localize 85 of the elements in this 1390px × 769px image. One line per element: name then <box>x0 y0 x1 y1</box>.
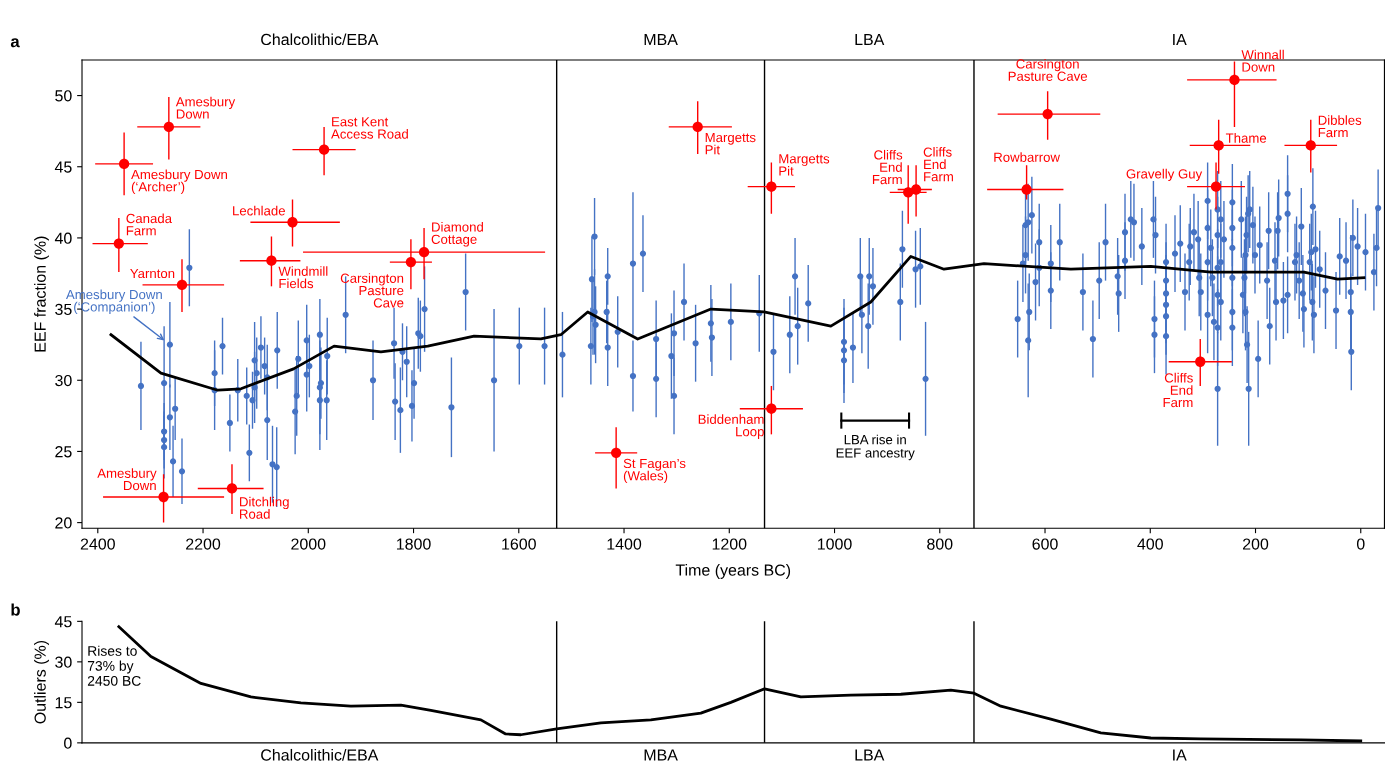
annotation: Carsington Pasture Cave <box>340 273 404 308</box>
x-tick-label: 400 <box>1137 538 1163 550</box>
point <box>1229 74 1240 86</box>
annotation: Rowbarrow <box>994 152 1060 162</box>
y-tick-label: 20 <box>55 517 72 529</box>
x-tick-label: 1200 <box>712 538 747 550</box>
text: Chalcolithic/EBA <box>261 33 379 46</box>
point <box>692 121 703 133</box>
y-tick-label: 0 <box>64 737 72 749</box>
point <box>1305 140 1316 151</box>
point <box>287 217 298 228</box>
text: IA <box>1173 749 1187 761</box>
point <box>176 279 188 291</box>
y-axis-title: Outliers (%) <box>34 640 49 724</box>
text: Chalcolithic/EBA <box>261 748 379 761</box>
x-tick-label: 200 <box>1242 538 1269 550</box>
point <box>1213 140 1224 151</box>
x-tick-label: 600 <box>1032 538 1058 550</box>
annotation: Cliffs End Farm <box>923 147 953 182</box>
point <box>226 483 238 494</box>
annotation: Carsington Pasture Cave <box>1008 58 1088 81</box>
point <box>766 403 777 414</box>
x-tick-label: 0 <box>1356 538 1365 550</box>
annotation: Amesbury Down <box>175 96 236 119</box>
x-tick-label: 2400 <box>80 538 115 550</box>
point <box>318 144 330 155</box>
text: IA <box>1173 33 1187 45</box>
y-tick-label: 45 <box>54 161 72 173</box>
point <box>766 181 777 192</box>
point <box>266 255 277 266</box>
annotation: Rises to 73% by 2450 BC <box>87 645 141 686</box>
text: MBA <box>644 33 678 45</box>
text: a <box>10 38 20 48</box>
annotation: Diamond Cottage <box>431 222 483 247</box>
point <box>910 184 922 195</box>
annotation: Margetts Pit <box>779 154 830 176</box>
point <box>163 121 174 133</box>
x-tick-label: 2200 <box>186 538 221 550</box>
annotation: St Fagan’s (Wales) <box>623 458 686 484</box>
point <box>113 238 124 249</box>
x-tick-label: 2000 <box>291 538 326 550</box>
annotation: Cliffs End Farm <box>872 149 903 185</box>
annotation: Windmill Fields <box>278 266 328 289</box>
point <box>610 447 622 459</box>
point <box>1210 181 1222 192</box>
x-tick-label: 800 <box>927 538 953 550</box>
text: LBA <box>855 749 885 761</box>
annotation: Lechlade <box>233 205 285 216</box>
annotation: Yarnton <box>130 268 175 279</box>
annotation: Thame <box>1225 133 1267 143</box>
point <box>1021 184 1032 195</box>
x-tick-label: 1400 <box>607 538 642 550</box>
annotation: Cliffs End Farm <box>1163 372 1193 408</box>
point <box>405 256 417 268</box>
annotation: Gravelly Guy <box>1126 168 1203 182</box>
annotation: Biddenham Loop <box>698 414 764 439</box>
annotation: Amesbury Down (‘Archer’) <box>131 169 227 195</box>
point <box>1195 356 1206 367</box>
text: b <box>11 603 20 616</box>
y-tick-label: 50 <box>55 90 72 102</box>
point <box>118 158 130 170</box>
x-axis-title: Time (years BC) <box>675 564 791 579</box>
x-tick-label: 1800 <box>396 538 431 550</box>
text: LBA <box>855 33 885 45</box>
annotation: Amesbury Down <box>97 468 157 491</box>
y-axis-title: EEF fraction (%) <box>34 236 49 352</box>
annotation: East Kent Access Road <box>331 117 408 139</box>
y-tick-label: 35 <box>55 303 72 316</box>
annotation: Canada Farm <box>126 213 173 236</box>
annotation: Winnall Down <box>1241 49 1284 72</box>
y-tick-label: 30 <box>55 374 72 387</box>
annotation: Dibbles Farm <box>1318 115 1362 138</box>
x-tick-label: 1000 <box>817 538 852 550</box>
text: MBA <box>644 749 678 761</box>
annotation: Margetts Pit <box>705 132 756 155</box>
y-tick-label: 15 <box>55 697 72 709</box>
y-tick-label: 30 <box>55 656 72 668</box>
x-tick-label: 1600 <box>502 538 536 550</box>
point <box>418 247 430 258</box>
y-tick-label: 40 <box>54 232 72 244</box>
y-tick-label: 25 <box>55 446 72 458</box>
point <box>1042 108 1053 120</box>
point <box>158 491 169 503</box>
annotation: LBA rise in EEF ancestry <box>836 434 915 461</box>
y-tick-label: 45 <box>54 616 72 628</box>
